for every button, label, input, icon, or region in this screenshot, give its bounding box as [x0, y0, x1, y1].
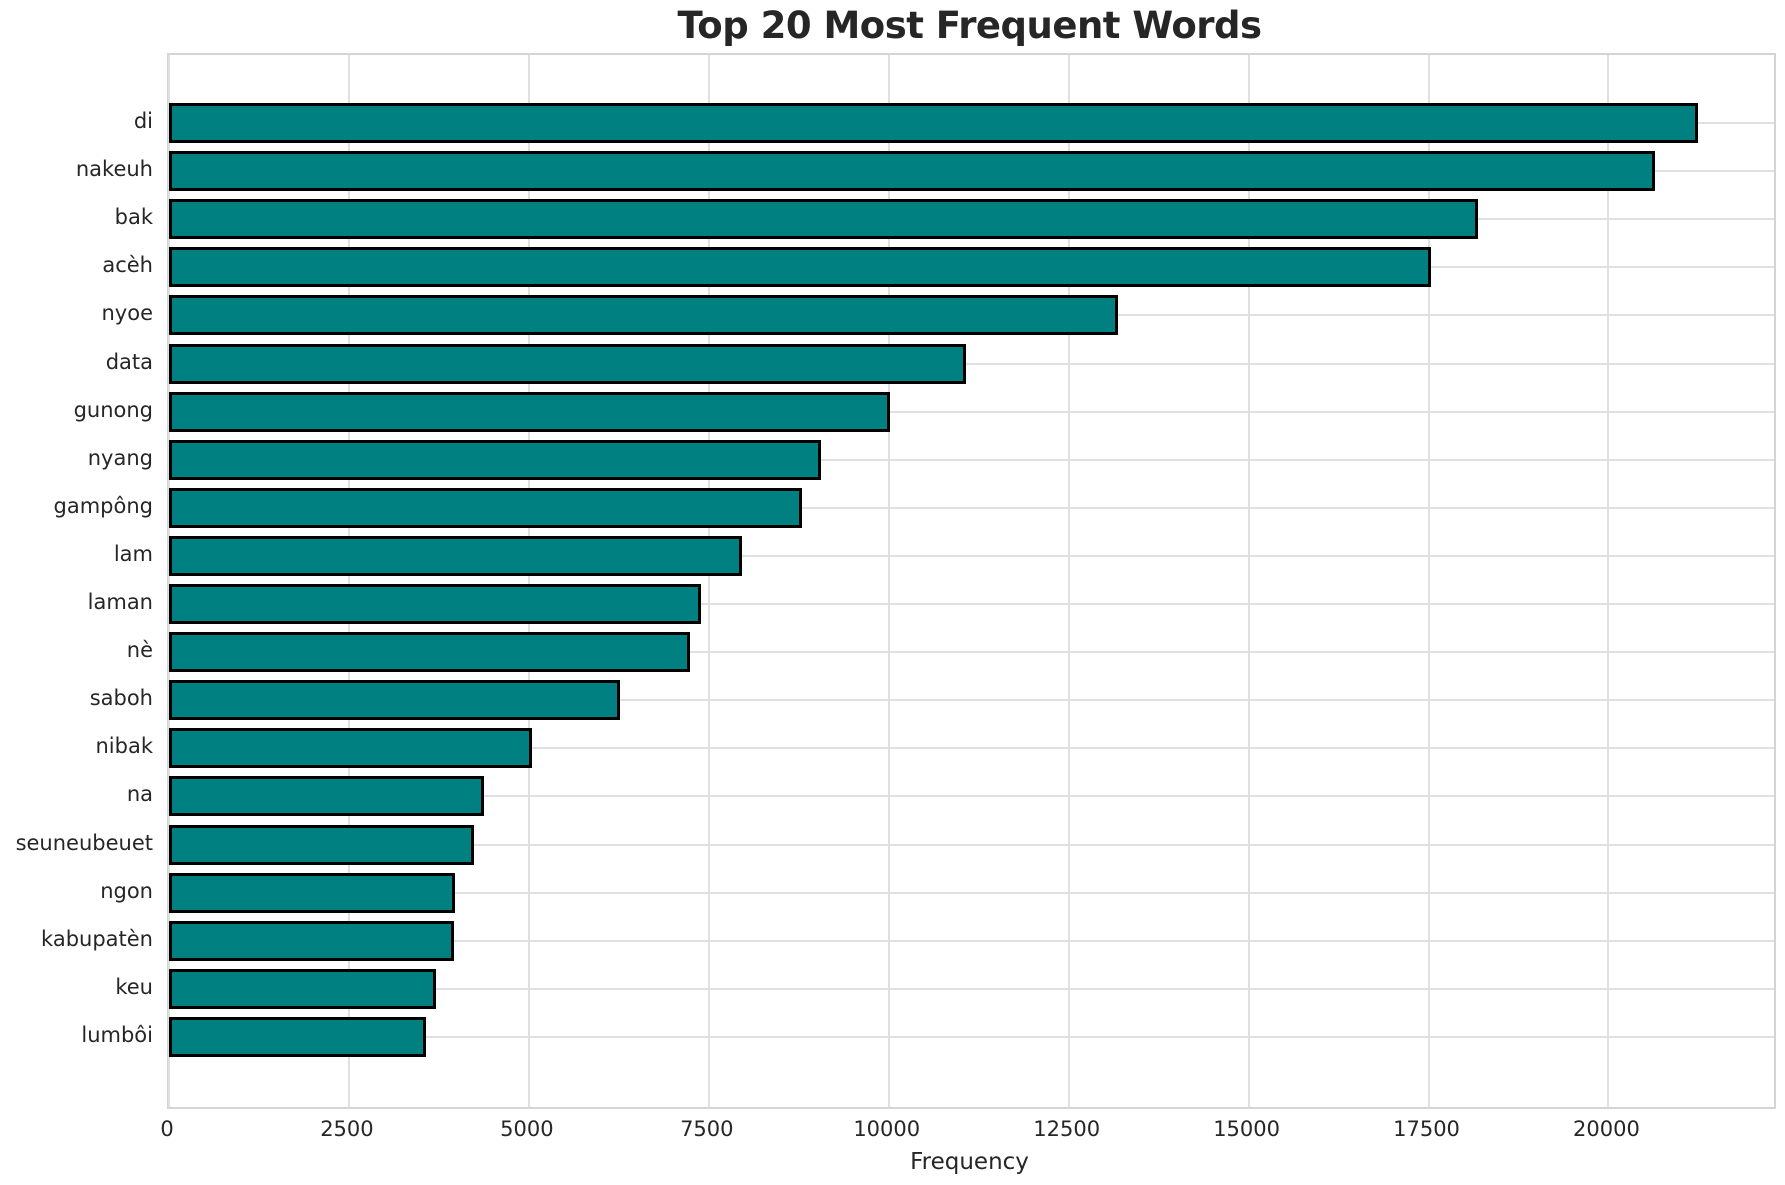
bar-gampông — [169, 487, 802, 528]
horizontal-gridline — [169, 939, 1774, 942]
horizontal-gridline — [169, 603, 1774, 605]
horizontal-gridline — [169, 843, 1774, 846]
y-tick-label: di — [133, 109, 153, 133]
y-tick-label: nè — [126, 638, 153, 663]
horizontal-gridline — [169, 362, 1774, 365]
bar-acèh — [169, 247, 1432, 288]
horizontal-gridline — [169, 699, 1774, 702]
bar-nyoe — [169, 295, 1119, 336]
y-tick-label: nakeuh — [75, 157, 153, 182]
vertical-gridline — [347, 55, 350, 1107]
y-tick-label: laman — [87, 590, 153, 614]
plot-area — [167, 53, 1776, 1109]
bar-nakeuh — [169, 151, 1655, 192]
bar-seuneubeuet — [169, 824, 475, 865]
x-tick-label: 15000 — [1213, 1117, 1280, 1141]
bar-keu — [169, 968, 437, 1009]
x-tick-label: 5000 — [500, 1117, 554, 1141]
x-axis-title: Frequency — [910, 1149, 1029, 1175]
y-tick-label: nyang — [87, 445, 153, 470]
y-tick-label: data — [105, 349, 153, 374]
chart-title: Top 20 Most Frequent Words — [677, 4, 1262, 47]
bar-ngon — [169, 872, 456, 913]
y-tick-label: lam — [113, 541, 153, 566]
horizontal-gridline — [169, 651, 1774, 654]
y-tick-label: keu — [115, 974, 153, 999]
bar-nè — [169, 632, 691, 673]
horizontal-gridline — [169, 987, 1774, 990]
y-tick-label: kabupatèn — [41, 926, 153, 951]
y-tick-label: ngon — [100, 878, 153, 903]
vertical-gridline — [168, 55, 170, 1107]
y-tick-label: bak — [114, 205, 153, 230]
bar-saboh — [169, 680, 620, 721]
vertical-gridline — [1247, 55, 1250, 1107]
y-tick-label: lumbôi — [81, 1022, 153, 1047]
horizontal-gridline — [169, 458, 1774, 461]
vertical-gridline — [707, 55, 710, 1107]
horizontal-gridline — [169, 747, 1774, 750]
bar-kabupatèn — [169, 920, 454, 961]
vertical-gridline — [1607, 55, 1610, 1107]
bar-gunong — [169, 391, 891, 432]
x-tick-label: 7500 — [680, 1117, 734, 1141]
bar-laman — [169, 584, 701, 624]
x-tick-label: 10000 — [853, 1117, 921, 1141]
x-tick-label: 12500 — [1033, 1117, 1101, 1141]
vertical-gridline — [1427, 55, 1430, 1107]
x-tick-label: 0 — [160, 1117, 174, 1141]
y-tick-label: nibak — [95, 734, 153, 759]
y-tick-label: seuneubeuet — [15, 830, 153, 855]
y-tick-label: acèh — [102, 253, 153, 278]
bar-nibak — [169, 728, 532, 769]
horizontal-gridline — [169, 554, 1774, 557]
y-tick-label: na — [126, 782, 153, 807]
vertical-gridline — [527, 55, 530, 1107]
y-tick-label: saboh — [89, 686, 153, 711]
x-tick-label: 17500 — [1393, 1117, 1460, 1141]
x-tick-label: 20000 — [1573, 1117, 1640, 1141]
bar-na — [169, 776, 485, 817]
vertical-gridline — [887, 55, 890, 1107]
horizontal-gridline — [169, 410, 1774, 413]
bar-nyang — [169, 439, 822, 480]
horizontal-gridline — [169, 1035, 1774, 1038]
bar-lam — [169, 535, 742, 576]
bar-di — [169, 103, 1699, 143]
horizontal-gridline — [169, 506, 1774, 509]
x-tick-label: 2500 — [320, 1117, 374, 1141]
horizontal-gridline — [169, 891, 1774, 894]
y-tick-label: nyoe — [101, 301, 153, 326]
horizontal-gridline — [169, 795, 1774, 798]
y-tick-label: gunong — [73, 397, 153, 422]
bar-bak — [169, 199, 1479, 240]
bar-lumbôi — [169, 1016, 427, 1057]
y-tick-label: gampông — [53, 493, 153, 518]
bar-data — [169, 343, 967, 384]
vertical-gridline — [1067, 55, 1070, 1107]
